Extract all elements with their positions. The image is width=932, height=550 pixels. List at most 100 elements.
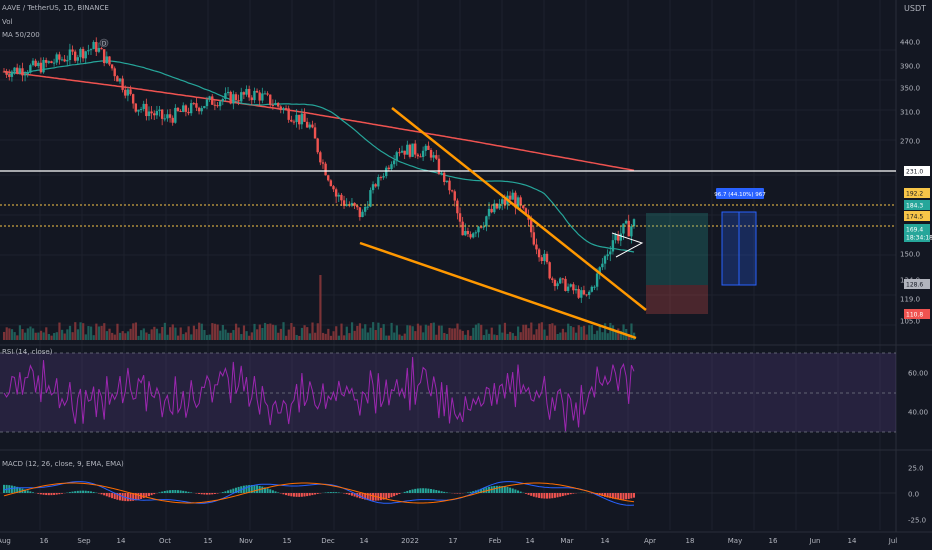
candle-body <box>118 78 122 82</box>
candle-body <box>292 121 296 123</box>
ma-label[interactable]: MA 50/200 <box>2 31 40 39</box>
volume-bar <box>306 327 309 340</box>
volume-bar <box>319 275 322 340</box>
candle-body <box>250 97 253 101</box>
candle-body <box>519 197 522 206</box>
macd-bar <box>308 493 311 496</box>
volume-bar <box>227 332 230 340</box>
macd-bar <box>137 493 140 500</box>
candle-body <box>5 71 8 75</box>
candle-body <box>137 109 140 112</box>
volume-bar <box>163 322 166 340</box>
macd-bar <box>406 490 409 493</box>
event-marker-circle <box>99 38 109 48</box>
volume-bar <box>490 327 493 340</box>
rsi-label[interactable]: RSI (14, close) <box>2 348 53 356</box>
candle-body <box>403 150 406 155</box>
macd-bar <box>493 485 496 493</box>
candle-body <box>150 111 153 114</box>
candle-body <box>366 206 369 208</box>
candle-body <box>556 283 559 287</box>
volume-bar <box>514 335 517 340</box>
macd-bar <box>530 493 533 496</box>
macd-bar <box>134 493 137 501</box>
macd-bar <box>3 484 5 493</box>
candle-body <box>321 162 325 164</box>
candle-body <box>614 234 617 241</box>
macd-legend: MACD (12, 26, close, 9, EMA, EMA) <box>2 460 127 468</box>
candle-body <box>363 206 367 212</box>
rsi-legend: RSI (14, close) <box>2 348 55 356</box>
candle-body <box>269 94 272 106</box>
price-tick: 310.0 <box>900 109 920 117</box>
time-tick: Dec <box>321 537 335 545</box>
volume-bar <box>8 328 11 340</box>
candle-body <box>532 232 536 245</box>
price-tag-text: 169.4 <box>906 227 923 234</box>
volume-bar <box>451 328 454 340</box>
price-tick: 105.0 <box>900 318 920 326</box>
candle-body <box>113 68 116 77</box>
macd-bar <box>256 485 259 493</box>
macd-bar <box>514 489 517 493</box>
macd-bar <box>393 493 396 497</box>
candle-body <box>543 253 546 262</box>
volume-bar <box>108 328 111 340</box>
candle-body <box>76 57 80 61</box>
candle-body <box>574 288 578 291</box>
candle-body <box>437 158 441 174</box>
macd-bar <box>182 490 185 493</box>
macd-bar <box>540 493 543 499</box>
volume-bar <box>92 335 95 340</box>
volume-bar <box>619 330 623 340</box>
candle-body <box>487 208 491 217</box>
candle-body <box>577 288 580 298</box>
event-marker-text: D <box>102 41 107 48</box>
macd-bar <box>361 493 364 499</box>
candle-body <box>153 113 156 116</box>
symbol-line[interactable]: AAVE / TetherUS, 1D, BINANCE <box>2 4 109 12</box>
macd-bar <box>519 491 522 493</box>
candle-body <box>158 109 161 112</box>
volume-bar <box>195 329 198 340</box>
price-tag-text: 231.0 <box>906 169 923 176</box>
volume-bar <box>190 334 193 340</box>
macd-bar <box>116 493 119 500</box>
candle-body <box>385 167 388 177</box>
macd-bar <box>553 493 556 498</box>
volume-bar <box>242 325 246 340</box>
candle-body <box>353 202 356 206</box>
candle-body <box>29 65 32 73</box>
macd-bar <box>543 493 546 499</box>
macd-bar <box>443 491 446 493</box>
macd-bar <box>390 493 393 498</box>
time-tick: 15 <box>204 537 213 545</box>
candle-body <box>611 240 615 252</box>
price-tick: 440.0 <box>900 39 920 47</box>
macd-bar <box>142 493 145 499</box>
macd-bar <box>345 493 348 495</box>
candle-body <box>21 68 24 76</box>
volume-bar <box>546 335 549 340</box>
macd-bar <box>232 488 235 493</box>
volume-bar <box>377 322 380 340</box>
candle-body <box>58 54 61 60</box>
volume-bar <box>253 323 256 340</box>
macd-tick: 0.0 <box>908 491 919 499</box>
time-tick: 14 <box>848 537 857 545</box>
price-tag-text: 128.6 <box>906 282 923 289</box>
macd-bar <box>150 493 153 496</box>
candle-body <box>313 127 317 139</box>
candle-body <box>479 226 483 228</box>
ma-legend: MA 50/200 <box>2 31 43 39</box>
currency-label[interactable]: USDT <box>904 4 926 13</box>
macd-label[interactable]: MACD (12, 26, close, 9, EMA, EMA) <box>2 460 124 468</box>
macd-bar <box>495 485 498 493</box>
candle-body <box>26 72 29 74</box>
macd-bar <box>427 488 430 493</box>
vol-label[interactable]: Vol <box>2 18 13 26</box>
macd-bar <box>472 491 475 493</box>
macd-bar <box>248 485 251 493</box>
candles <box>2 37 636 303</box>
